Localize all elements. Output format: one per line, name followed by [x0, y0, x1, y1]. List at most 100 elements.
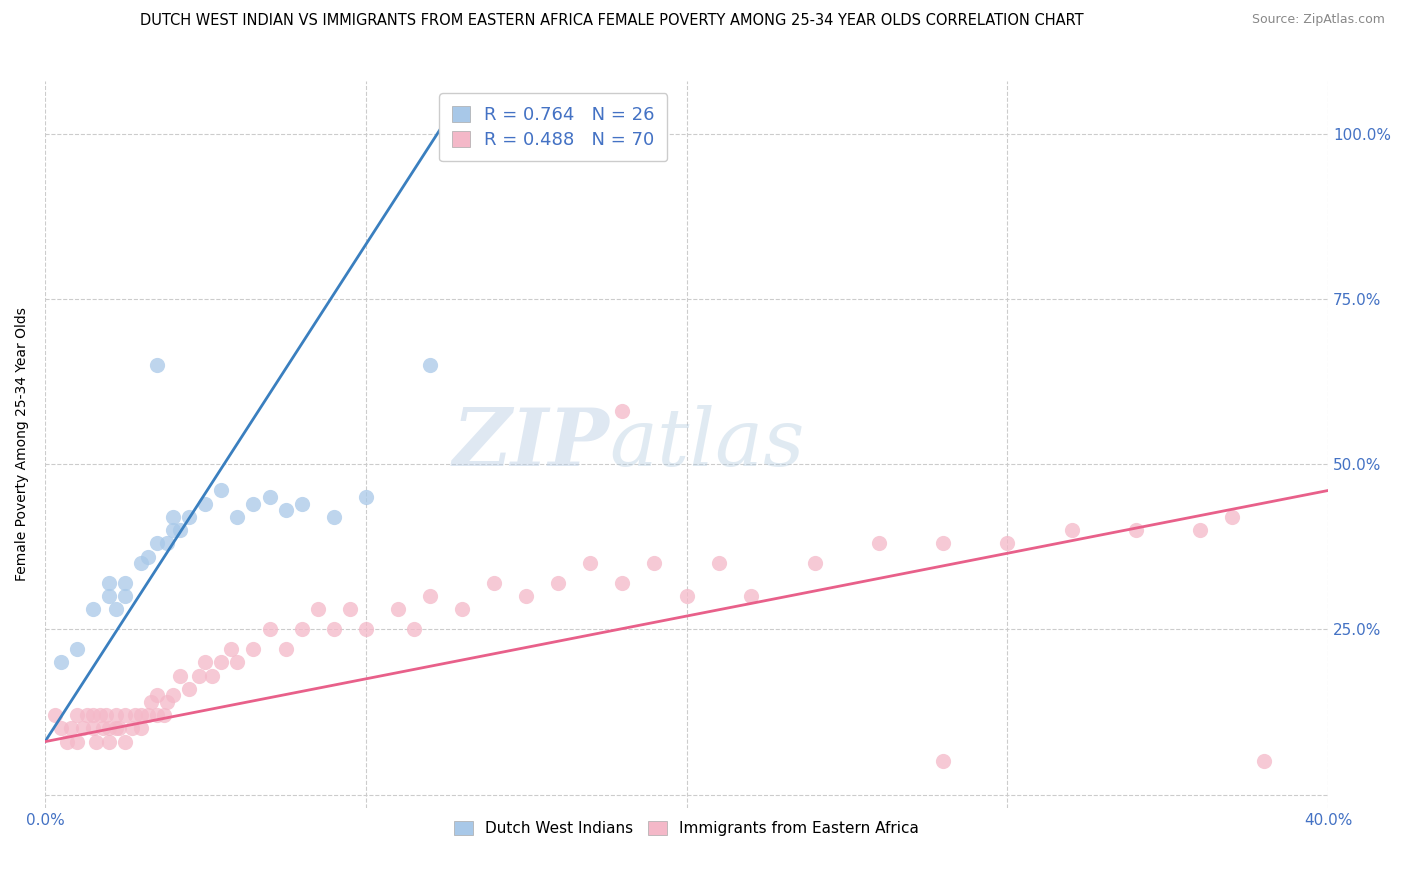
Point	[274, 642, 297, 657]
Point	[76, 708, 98, 723]
Point	[129, 708, 152, 723]
Point	[226, 656, 249, 670]
Point	[194, 497, 217, 511]
Point	[94, 708, 117, 723]
Point	[98, 576, 121, 591]
Point	[49, 722, 72, 736]
Point	[740, 589, 762, 603]
Point	[169, 523, 191, 537]
Point	[932, 755, 955, 769]
Point	[98, 734, 121, 748]
Point	[44, 708, 66, 723]
Point	[89, 708, 111, 723]
Text: Source: ZipAtlas.com: Source: ZipAtlas.com	[1251, 13, 1385, 27]
Text: ZIP: ZIP	[453, 406, 610, 483]
Point	[451, 602, 474, 616]
Point	[419, 589, 441, 603]
Point	[209, 656, 232, 670]
Point	[242, 497, 264, 511]
Point	[1220, 510, 1243, 524]
Point	[201, 668, 224, 682]
Point	[226, 510, 249, 524]
Point	[98, 589, 121, 603]
Point	[707, 556, 730, 570]
Point	[82, 708, 104, 723]
Point	[146, 708, 169, 723]
Point	[152, 708, 174, 723]
Point	[146, 689, 169, 703]
Point	[104, 708, 127, 723]
Point	[56, 734, 79, 748]
Point	[675, 589, 697, 603]
Point	[82, 602, 104, 616]
Point	[146, 536, 169, 550]
Point	[114, 589, 136, 603]
Point	[307, 602, 329, 616]
Point	[49, 656, 72, 670]
Point	[291, 622, 314, 636]
Point	[402, 622, 425, 636]
Point	[136, 549, 159, 564]
Point	[104, 722, 127, 736]
Point	[932, 536, 955, 550]
Point	[259, 490, 281, 504]
Point	[66, 642, 89, 657]
Text: atlas: atlas	[610, 406, 806, 483]
Point	[98, 722, 121, 736]
Point	[169, 668, 191, 682]
Point	[139, 695, 162, 709]
Legend: Dutch West Indians, Immigrants from Eastern Africa: Dutch West Indians, Immigrants from East…	[447, 814, 927, 844]
Y-axis label: Female Poverty Among 25-34 Year Olds: Female Poverty Among 25-34 Year Olds	[15, 307, 30, 582]
Point	[114, 708, 136, 723]
Point	[129, 556, 152, 570]
Point	[482, 576, 505, 591]
Point	[66, 734, 89, 748]
Point	[242, 642, 264, 657]
Point	[59, 722, 82, 736]
Point	[129, 722, 152, 736]
Point	[643, 556, 665, 570]
Point	[162, 523, 184, 537]
Point	[156, 536, 179, 550]
Point	[322, 510, 344, 524]
Point	[194, 656, 217, 670]
Point	[156, 695, 179, 709]
Point	[1060, 523, 1083, 537]
Point	[219, 642, 242, 657]
Point	[322, 622, 344, 636]
Point	[1125, 523, 1147, 537]
Point	[72, 722, 94, 736]
Point	[114, 734, 136, 748]
Point	[547, 576, 569, 591]
Point	[804, 556, 827, 570]
Point	[868, 536, 890, 550]
Point	[515, 589, 537, 603]
Point	[66, 708, 89, 723]
Point	[995, 536, 1018, 550]
Point	[136, 708, 159, 723]
Point	[419, 358, 441, 372]
Point	[162, 510, 184, 524]
Point	[107, 722, 129, 736]
Point	[612, 576, 634, 591]
Point	[579, 556, 602, 570]
Point	[91, 722, 114, 736]
Text: DUTCH WEST INDIAN VS IMMIGRANTS FROM EASTERN AFRICA FEMALE POVERTY AMONG 25-34 Y: DUTCH WEST INDIAN VS IMMIGRANTS FROM EAS…	[139, 13, 1084, 29]
Point	[354, 490, 377, 504]
Point	[259, 622, 281, 636]
Point	[114, 576, 136, 591]
Point	[179, 510, 201, 524]
Point	[104, 602, 127, 616]
Point	[124, 708, 146, 723]
Point	[1253, 755, 1275, 769]
Point	[1188, 523, 1211, 537]
Point	[146, 358, 169, 372]
Point	[121, 722, 143, 736]
Point	[84, 734, 107, 748]
Point	[354, 622, 377, 636]
Point	[188, 668, 211, 682]
Point	[82, 722, 104, 736]
Point	[209, 483, 232, 498]
Point	[291, 497, 314, 511]
Point	[387, 602, 409, 616]
